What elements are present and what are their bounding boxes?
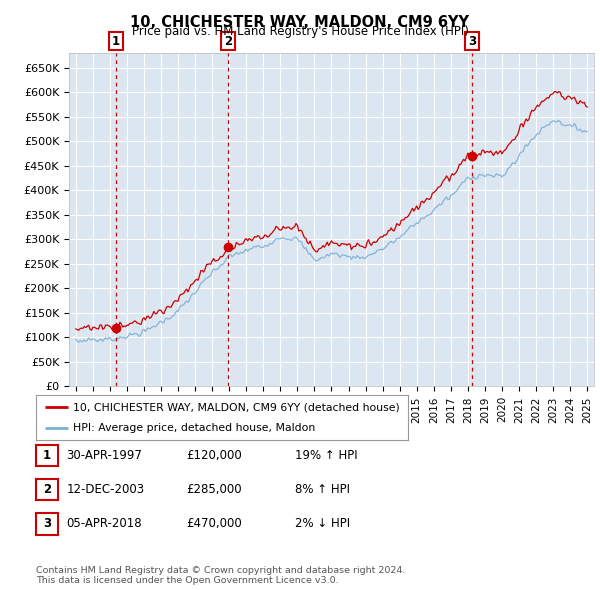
Text: £285,000: £285,000 — [187, 483, 242, 496]
Text: 30-APR-1997: 30-APR-1997 — [67, 449, 142, 462]
Text: 10, CHICHESTER WAY, MALDON, CM9 6YY: 10, CHICHESTER WAY, MALDON, CM9 6YY — [131, 15, 470, 30]
Text: Contains HM Land Registry data © Crown copyright and database right 2024.
This d: Contains HM Land Registry data © Crown c… — [36, 566, 406, 585]
Text: 10, CHICHESTER WAY, MALDON, CM9 6YY (detached house): 10, CHICHESTER WAY, MALDON, CM9 6YY (det… — [73, 402, 400, 412]
Text: 05-APR-2018: 05-APR-2018 — [67, 517, 142, 530]
Text: £120,000: £120,000 — [187, 449, 242, 462]
Text: 1: 1 — [112, 35, 119, 48]
Text: 2: 2 — [43, 483, 51, 496]
Text: 2: 2 — [224, 35, 232, 48]
Text: 19% ↑ HPI: 19% ↑ HPI — [295, 449, 357, 462]
Text: 3: 3 — [43, 517, 51, 530]
Text: HPI: Average price, detached house, Maldon: HPI: Average price, detached house, Mald… — [73, 422, 316, 432]
Text: 1: 1 — [43, 449, 51, 462]
Text: 2% ↓ HPI: 2% ↓ HPI — [295, 517, 350, 530]
Text: 8% ↑ HPI: 8% ↑ HPI — [295, 483, 350, 496]
Text: £470,000: £470,000 — [187, 517, 242, 530]
Text: 3: 3 — [468, 35, 476, 48]
Text: Price paid vs. HM Land Registry's House Price Index (HPI): Price paid vs. HM Land Registry's House … — [131, 25, 469, 38]
Text: 12-DEC-2003: 12-DEC-2003 — [67, 483, 145, 496]
